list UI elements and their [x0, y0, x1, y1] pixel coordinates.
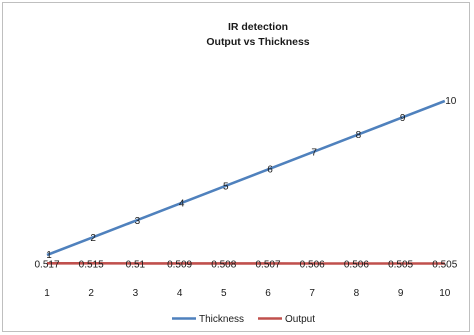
data-label-output-8: 0.506 — [344, 260, 369, 271]
data-label-thickness-10: 10 — [445, 96, 457, 107]
data-label-output-2: 0.515 — [79, 259, 104, 270]
data-label-output-5: 0.508 — [211, 259, 236, 270]
x-tick-label: 4 — [177, 288, 183, 299]
data-label-thickness-9: 9 — [400, 113, 406, 124]
data-label-output-4: 0.509 — [167, 259, 192, 270]
chart-title: IR detection — [228, 21, 288, 33]
chart-area — [2, 2, 470, 332]
category-axis: 1 2 3 4 5 6 7 8 9 10 — [44, 288, 451, 299]
data-label-thickness-4: 4 — [179, 199, 185, 210]
data-label-output-3: 0.51 — [126, 259, 146, 270]
series-layer — [46, 99, 446, 265]
data-label-thickness-1: 1 — [46, 250, 52, 261]
chart-subtitle: Output vs Thickness — [206, 36, 309, 48]
data-label-output-10: 0.505 — [432, 260, 457, 271]
data-label-thickness-6: 6 — [267, 164, 273, 175]
data-label-output-7: 0.506 — [300, 260, 325, 271]
x-tick-label: 9 — [398, 288, 404, 299]
legend-label-thickness: Thickness — [199, 314, 244, 325]
data-label-thickness-7: 7 — [311, 147, 317, 158]
x-tick-label: 10 — [439, 288, 451, 299]
x-tick-label: 6 — [265, 288, 271, 299]
x-tick-label: 3 — [133, 288, 139, 299]
data-label-thickness-5: 5 — [223, 182, 229, 193]
x-tick-label: 1 — [44, 288, 50, 299]
data-label-output-9: 0.505 — [388, 260, 413, 271]
legend: Thickness Output — [172, 314, 315, 325]
data-label-output-6: 0.507 — [255, 259, 280, 270]
data-label-thickness-8: 8 — [356, 130, 362, 141]
x-tick-label: 2 — [88, 288, 94, 299]
data-label-thickness-3: 3 — [135, 216, 141, 227]
point-labels-layer: 1 2 3 4 5 6 7 8 9 10 0.517 0.515 0.51 0.509 0.508 0.507… — [34, 96, 457, 271]
data-label-output-1: 0.517 — [34, 259, 59, 270]
series-line-thickness — [46, 99, 446, 257]
data-label-thickness-2: 2 — [90, 233, 96, 244]
x-tick-label: 5 — [221, 288, 227, 299]
x-tick-label: 7 — [309, 288, 315, 299]
legend-label-output: Output — [285, 314, 315, 325]
x-tick-label: 8 — [354, 288, 360, 299]
